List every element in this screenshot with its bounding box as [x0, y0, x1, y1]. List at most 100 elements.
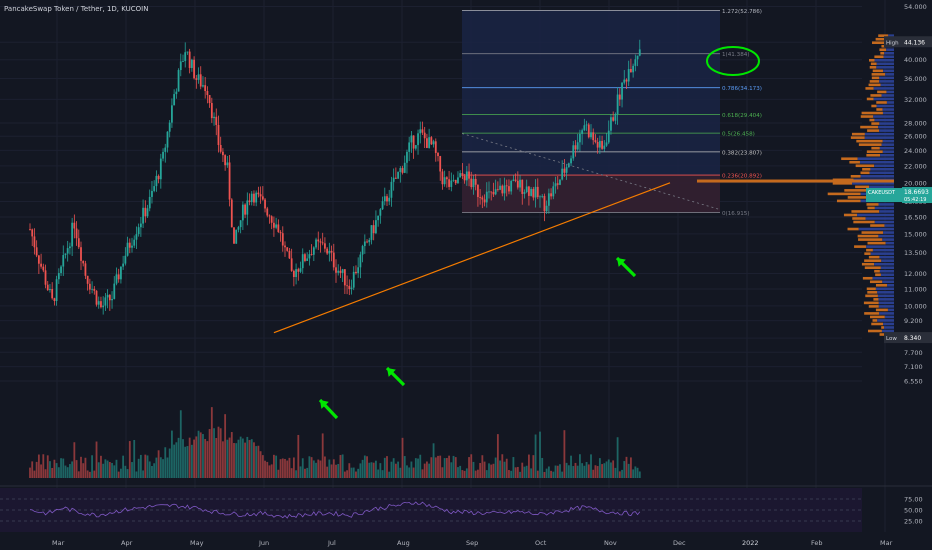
- volume-bar: [561, 471, 564, 478]
- candle-body: [190, 59, 193, 68]
- rsi-tick-label: 25.00: [904, 518, 923, 526]
- candle-body: [308, 254, 311, 259]
- vp-bar-down: [844, 189, 879, 192]
- price-tag-value-box: [902, 332, 932, 344]
- vp-bar-up: [884, 326, 894, 329]
- volume-bar: [499, 460, 501, 478]
- vp-bar-down: [860, 171, 870, 175]
- vp-bar-down: [858, 238, 883, 241]
- candle-body: [66, 248, 69, 254]
- vp-bar-up: [877, 294, 894, 298]
- vp-bar-down: [866, 248, 873, 252]
- vp-bar-down: [862, 167, 871, 171]
- candle-body: [439, 156, 442, 172]
- candle-body: [93, 288, 96, 291]
- vp-bar-down: [874, 55, 884, 59]
- candle-body: [257, 192, 260, 195]
- volume-bar: [441, 467, 444, 478]
- candle-body: [355, 271, 357, 274]
- candle-body: [171, 105, 173, 123]
- candle-body: [528, 186, 530, 196]
- volume-bars: [29, 407, 641, 478]
- volume-bar: [545, 468, 548, 478]
- candle-body: [445, 177, 448, 180]
- volume-bar: [618, 471, 621, 478]
- candle-body: [69, 246, 71, 249]
- volume-bar: [598, 458, 601, 478]
- volume-bar: [35, 461, 38, 478]
- candle-body: [330, 250, 333, 253]
- volume-bar: [219, 428, 222, 478]
- candle-body: [352, 271, 355, 288]
- volume-bar: [168, 448, 171, 478]
- volume-bar: [605, 461, 608, 478]
- last-price-time: 05:42:19: [904, 197, 926, 203]
- volume-bar: [368, 462, 371, 478]
- candle-body: [530, 188, 533, 196]
- volume-bar: [454, 457, 457, 478]
- volume-bar: [335, 464, 337, 478]
- candle-body: [541, 195, 544, 197]
- candle-body: [496, 189, 499, 190]
- candle-body: [483, 199, 486, 203]
- candle-body: [543, 195, 546, 212]
- vp-bar-up: [879, 129, 894, 132]
- volume-bar: [459, 465, 462, 478]
- candle-body: [279, 232, 282, 234]
- volume-bar: [379, 463, 382, 478]
- vp-bar-down: [871, 104, 877, 108]
- volume-bar: [366, 456, 368, 478]
- candle-body: [288, 250, 291, 259]
- volume-bar: [261, 455, 264, 478]
- candle-body: [592, 132, 595, 141]
- candle-body: [510, 180, 513, 192]
- candle-body: [135, 234, 138, 240]
- vp-bar-up: [880, 83, 894, 87]
- vp-bar-down: [861, 262, 875, 266]
- y-tick-label: 20.000: [904, 179, 927, 187]
- volume-bar: [381, 470, 384, 478]
- candle-body: [102, 305, 105, 308]
- vp-bar-up: [879, 269, 894, 273]
- vp-bar-up: [876, 104, 894, 108]
- vp-bar-down: [853, 220, 875, 224]
- vp-bar-down: [868, 305, 879, 308]
- x-tick-label: Mar: [880, 539, 893, 547]
- candle-body: [40, 263, 42, 267]
- y-tick-label: 9.200: [904, 317, 923, 325]
- vp-bar-up: [874, 58, 894, 62]
- volume-bar: [321, 433, 324, 478]
- candle-body: [195, 78, 198, 80]
- volume-bar: [559, 464, 561, 478]
- candle-body: [57, 273, 60, 280]
- volume-bar: [363, 455, 366, 478]
- volume-bar: [601, 464, 603, 478]
- volume-bar: [556, 465, 559, 478]
- volume-bar: [182, 439, 184, 478]
- volume-bar: [357, 468, 360, 478]
- vp-bar-up: [887, 308, 894, 312]
- vp-bar-down: [875, 283, 888, 287]
- volume-bar: [326, 466, 329, 478]
- candle-body: [516, 180, 519, 188]
- candle-body: [60, 266, 62, 274]
- volume-bar: [414, 458, 417, 478]
- vp-bar-down: [869, 80, 880, 83]
- candle-body: [304, 254, 306, 261]
- vp-bar-down: [856, 139, 883, 143]
- vp-bar-down: [865, 87, 874, 90]
- volume-bar: [308, 456, 311, 478]
- price-tag-value-box: [902, 36, 932, 48]
- volume-bar: [543, 471, 546, 478]
- volume-bar: [159, 457, 162, 478]
- volume-bar: [403, 456, 406, 478]
- volume-bar: [40, 464, 42, 478]
- candle-body: [450, 180, 453, 187]
- candle-body: [162, 151, 164, 159]
- candle-body: [565, 167, 568, 173]
- vp-bar-up: [883, 322, 894, 326]
- volume-bar: [301, 458, 304, 478]
- candle-body: [625, 79, 628, 82]
- volume-bar: [439, 455, 442, 478]
